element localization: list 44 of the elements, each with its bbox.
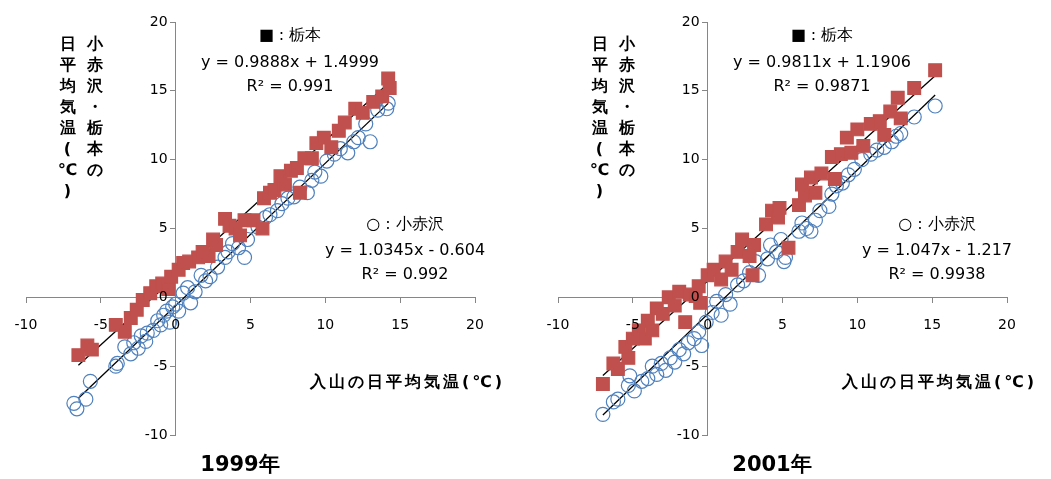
y-tick-label: -5	[153, 356, 168, 373]
annotation: y = 0.9811x + 1.1906	[731, 52, 913, 71]
annotation: ○ : 小赤沢	[897, 214, 977, 235]
y-tick-label: -5	[685, 356, 700, 373]
y-tick-label: 20	[681, 12, 700, 29]
y-tick-label: 5	[690, 219, 700, 236]
x-tick-label: 20	[998, 315, 1016, 332]
annotation: y = 1.047x - 1.217	[860, 240, 1014, 259]
x-tick-label: 10	[848, 315, 867, 332]
annotation: y = 1.0345x - 0.604	[323, 240, 487, 259]
text: 2001年	[731, 451, 813, 478]
annotation: ○ : 小赤沢	[365, 214, 445, 235]
y-tick-label: 0	[690, 287, 700, 304]
annotation: R² = 0.9938	[887, 264, 987, 283]
annotation: y = 0.9888x + 1.4999	[199, 52, 381, 71]
x-tick-label: 15	[923, 315, 942, 332]
y-tick-label: 15	[149, 81, 168, 98]
x-tick-label: 5	[778, 315, 787, 332]
x-tick-label: 10	[316, 315, 335, 332]
x-tick-label: 5	[246, 315, 255, 332]
y-tick-label: 10	[149, 150, 168, 167]
x-tick-label: -5	[625, 315, 640, 332]
y-tick-label: 5	[158, 219, 168, 236]
x-tick-label: 20	[466, 315, 484, 332]
text: 小赤沢・栃本の日平均気温(℃)	[589, 34, 635, 200]
y-tick-label: 15	[681, 81, 700, 98]
y-tick-label: 10	[681, 150, 700, 167]
annotation: R² = 0.992	[360, 264, 450, 283]
annotation: R² = 0.991	[245, 76, 335, 95]
y-tick-label: 20	[149, 12, 168, 29]
x-axis-title: 入山の日平均気温(℃)	[842, 372, 1037, 393]
text: 小赤沢・栃本の日平均気温(℃)	[57, 34, 103, 200]
x-tick-label: -10	[546, 315, 570, 332]
x-tick-label: 15	[391, 315, 410, 332]
y-tick-label: -10	[676, 425, 700, 442]
annotation: R² = 0.9871	[772, 76, 872, 95]
annotation: ■ : 栃本	[789, 25, 855, 46]
x-tick-label: -10	[14, 315, 38, 332]
x-axis-title: 入山の日平均気温(℃)	[310, 372, 505, 393]
text: 1999年	[199, 451, 281, 478]
annotation: ■ : 栃本	[257, 25, 323, 46]
y-tick-label: -10	[144, 425, 168, 442]
x-tick-label: 0	[703, 315, 713, 332]
x-tick-label: -5	[93, 315, 108, 332]
